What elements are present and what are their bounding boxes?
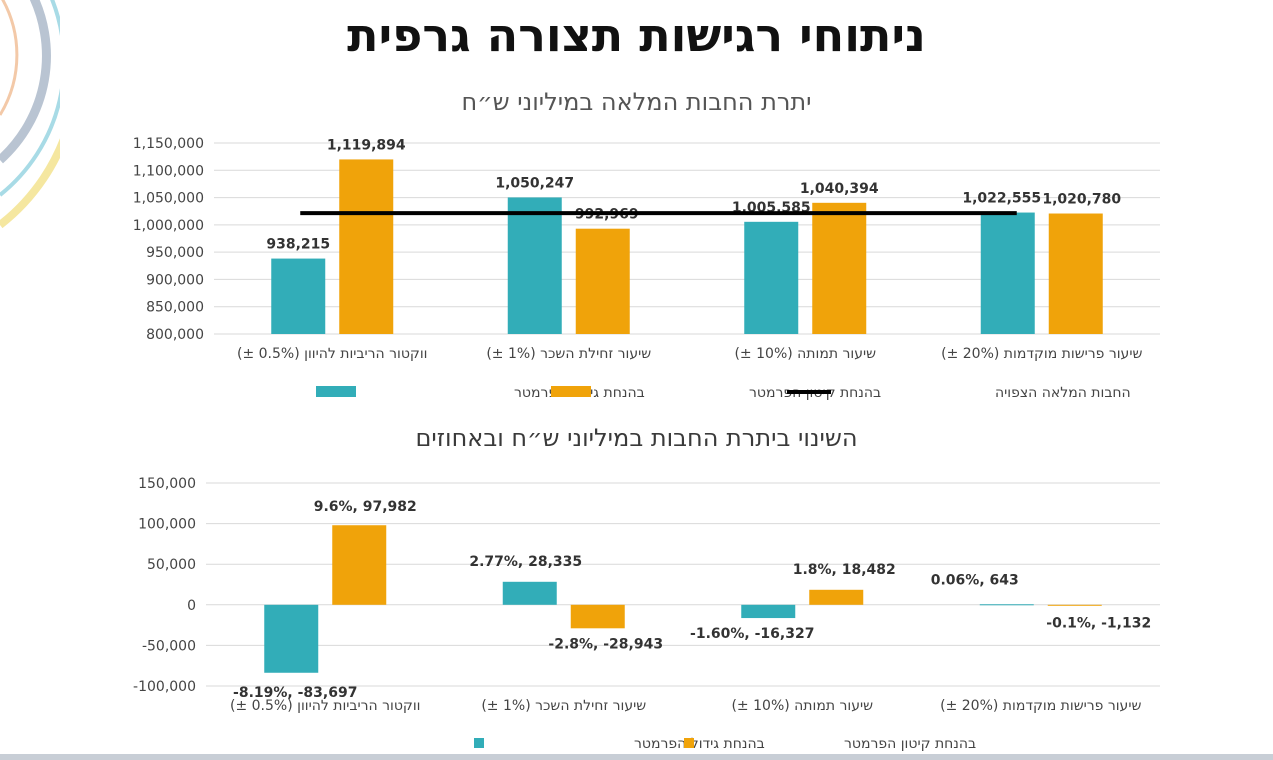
chart2-legend-increase-label: בהנחת גידול הפרמטר xyxy=(634,736,765,752)
chart2-category-label: שיעור פרישות מוקדמות (20% ±) xyxy=(940,698,1141,714)
chart2-legend-decrease-swatch xyxy=(684,738,694,748)
page-title: ניתוחי רגישות תצורה גרפית xyxy=(347,8,926,62)
chart1-ytick-label: 1,050,000 xyxy=(133,191,204,207)
chart1-bar-decrease xyxy=(339,159,394,334)
chart1-ytick-label: 850,000 xyxy=(146,300,204,316)
decorative-arcs xyxy=(0,0,60,229)
chart1-bar-increase xyxy=(980,212,1035,334)
chart2-bar-decrease xyxy=(570,604,625,629)
chart2-ytick-label: 50,000 xyxy=(147,557,196,573)
chart2-category-label: שיעור זחילת השכר (1% ±) xyxy=(481,698,646,714)
deco-arc-2 xyxy=(0,0,51,164)
chart2-data-label: -0.1%, -1,132 xyxy=(1046,616,1151,632)
chart2-category-label: שיעור תמותה (10% ±) xyxy=(731,698,873,714)
chart2-ytick-label: 150,000 xyxy=(138,476,196,492)
chart2-legend-decrease-label: בהנחת קיטון הפרמטר xyxy=(844,736,976,752)
chart2-data-label: -1.60%, -16,327 xyxy=(690,626,814,642)
chart2-ytick-label: -50,000 xyxy=(142,638,196,654)
chart2-bar-decrease xyxy=(332,525,387,605)
chart2-data-label: 2.77%, 28,335 xyxy=(469,554,582,570)
chart1-data-label: 1,050,247 xyxy=(495,175,574,191)
chart2-bar-decrease xyxy=(1047,604,1102,606)
chart1-bar-decrease xyxy=(812,202,867,334)
chart1-plot: 800,000 850,000 900,000 950,000 1,000,000 1,0… xyxy=(133,136,1160,401)
chart1-bar-decrease xyxy=(575,228,630,334)
chart1-title: יתרת החבות המלאה במיליוני ש״ח xyxy=(461,88,812,116)
chart2-bar-increase xyxy=(979,604,1034,606)
chart1-data-label: 1,022,555 xyxy=(962,191,1041,207)
chart2-bar-increase xyxy=(741,604,796,619)
deco-arc-4 xyxy=(0,138,60,229)
footer-divider xyxy=(0,754,1273,760)
chart1-ytick-label: 1,100,000 xyxy=(133,163,204,179)
chart2-data-label: -2.8%, -28,943 xyxy=(548,636,663,652)
chart2-ytick-label: 0 xyxy=(187,598,196,614)
chart2-data-label: -8.19%, -83,697 xyxy=(233,685,357,701)
deco-arc-3 xyxy=(0,0,60,197)
chart1-category-label: שיעור זחילת השכר (1% ±) xyxy=(486,346,651,362)
chart1-bar-increase xyxy=(507,197,562,334)
chart1-legend-reference-label: החבות המלאה הצפויה xyxy=(995,385,1131,401)
chart1-ytick-label: 800,000 xyxy=(146,327,204,343)
chart2-data-label: 1.8%, 18,482 xyxy=(793,562,896,578)
chart1-legend-decrease-swatch xyxy=(551,386,591,397)
chart1-legend-increase-swatch xyxy=(316,386,356,397)
chart1-ytick-label: 1,000,000 xyxy=(133,218,204,234)
chart1-bar-decrease xyxy=(1048,213,1103,334)
chart2-bar-increase xyxy=(502,581,557,605)
chart2-bar-decrease xyxy=(809,589,864,605)
chart2-data-label: 0.06%, 643 xyxy=(931,572,1019,588)
chart2-ytick-label: -100,000 xyxy=(133,679,196,695)
chart1-data-label: 1,040,394 xyxy=(800,181,879,197)
chart1-bar-increase xyxy=(271,258,326,334)
chart2-data-label: 9.6%, 97,982 xyxy=(314,499,417,515)
chart2-legend-increase-swatch xyxy=(474,738,484,748)
chart1-ytick-label: 950,000 xyxy=(146,245,204,261)
chart1-ytick-label: 1,150,000 xyxy=(133,136,204,152)
chart2-category-label: ווקטור הריביות להיוון (0.5% ±) xyxy=(230,698,421,714)
chart1-bar-increase xyxy=(744,221,799,334)
chart2-bar-increase xyxy=(264,604,319,673)
chart1-ytick-label: 900,000 xyxy=(146,272,204,288)
chart1-category-label: ווקטור הריביות להיוון (0.5% ±) xyxy=(237,346,428,362)
chart1-category-label: שיעור תמותה (10% ±) xyxy=(734,346,876,362)
chart2-title: השינוי ביתרת החבות במיליוני ש״ח ובאחוזים xyxy=(415,424,858,452)
deco-arc-1 xyxy=(0,0,19,116)
chart2-ytick-label: 100,000 xyxy=(138,517,196,533)
chart1-data-label: 1,020,780 xyxy=(1042,192,1121,208)
chart1-data-label: 938,215 xyxy=(266,237,330,253)
chart1-data-label: 1,119,894 xyxy=(327,137,406,153)
chart1-category-label: שיעור פרישות מוקדמות (20% ±) xyxy=(941,346,1142,362)
